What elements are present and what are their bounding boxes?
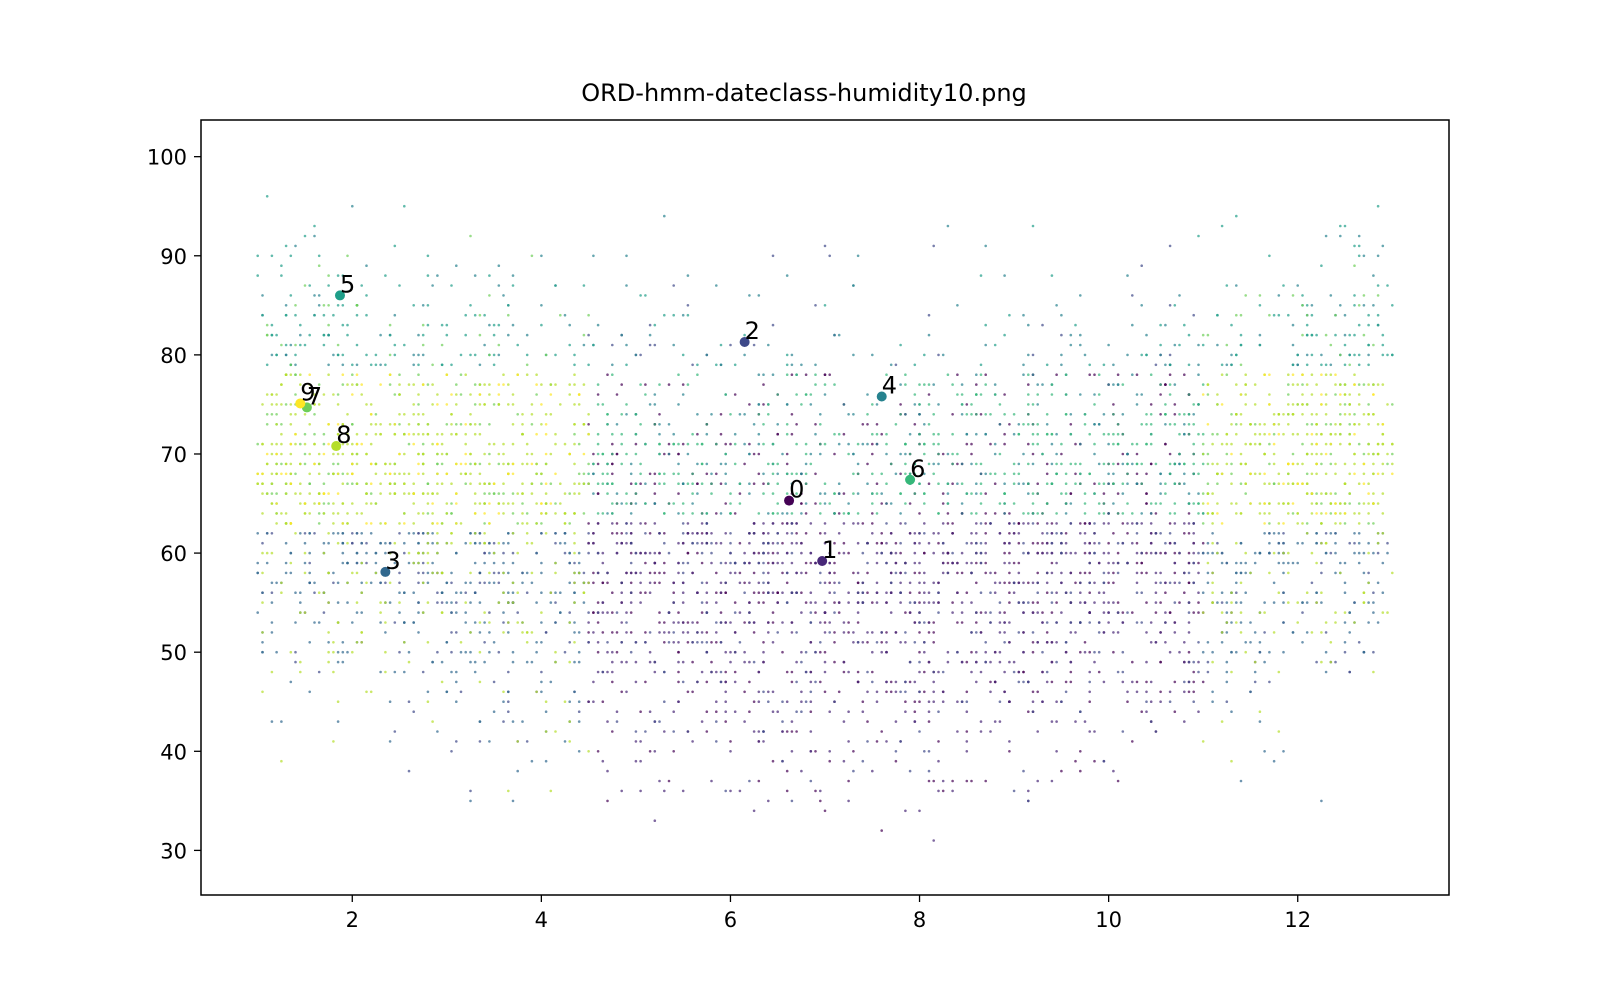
centroid-label-3: 3	[385, 547, 400, 575]
centroid-label-8: 8	[336, 421, 351, 449]
scatter-points-class-0	[587, 373, 1204, 831]
y-tick-label: 70	[160, 443, 187, 467]
x-tick-label: 4	[535, 908, 548, 932]
centroid-label-2: 2	[745, 317, 760, 345]
x-tick-label: 6	[724, 908, 737, 932]
centroid-label-5: 5	[340, 270, 355, 298]
scatter-points-class-1	[587, 522, 1204, 842]
scatter-points-layer	[256, 195, 1393, 842]
centroid-label-6: 6	[910, 455, 925, 483]
x-tick-label: 8	[913, 908, 926, 932]
scatter-points-class-7	[256, 235, 1393, 525]
y-tick-label: 60	[160, 542, 187, 566]
plot-frame	[201, 120, 1449, 895]
scatter-points-class-9	[256, 373, 1393, 524]
y-tick-label: 50	[160, 641, 187, 665]
centroid-label-9: 9	[300, 378, 315, 406]
centroid-label-0: 0	[789, 476, 804, 504]
scatter-points-class-5	[256, 195, 1393, 366]
chart-title: ORD-hmm-dateclass-humidity10.png	[581, 79, 1027, 107]
scatter-points-class-4	[261, 205, 1384, 515]
y-tick-label: 30	[160, 839, 187, 863]
centroid-label-4: 4	[882, 372, 897, 400]
x-tick-label: 12	[1284, 908, 1311, 932]
y-tick-label: 40	[160, 740, 187, 764]
y-tick-label: 80	[160, 344, 187, 368]
centroid-label-1: 1	[822, 536, 837, 564]
y-tick-label: 100	[147, 146, 187, 170]
x-tick-label: 10	[1095, 908, 1122, 932]
x-tick-label: 2	[346, 908, 359, 932]
scatter-points-class-3	[256, 532, 1388, 802]
y-tick-label: 90	[160, 245, 187, 269]
